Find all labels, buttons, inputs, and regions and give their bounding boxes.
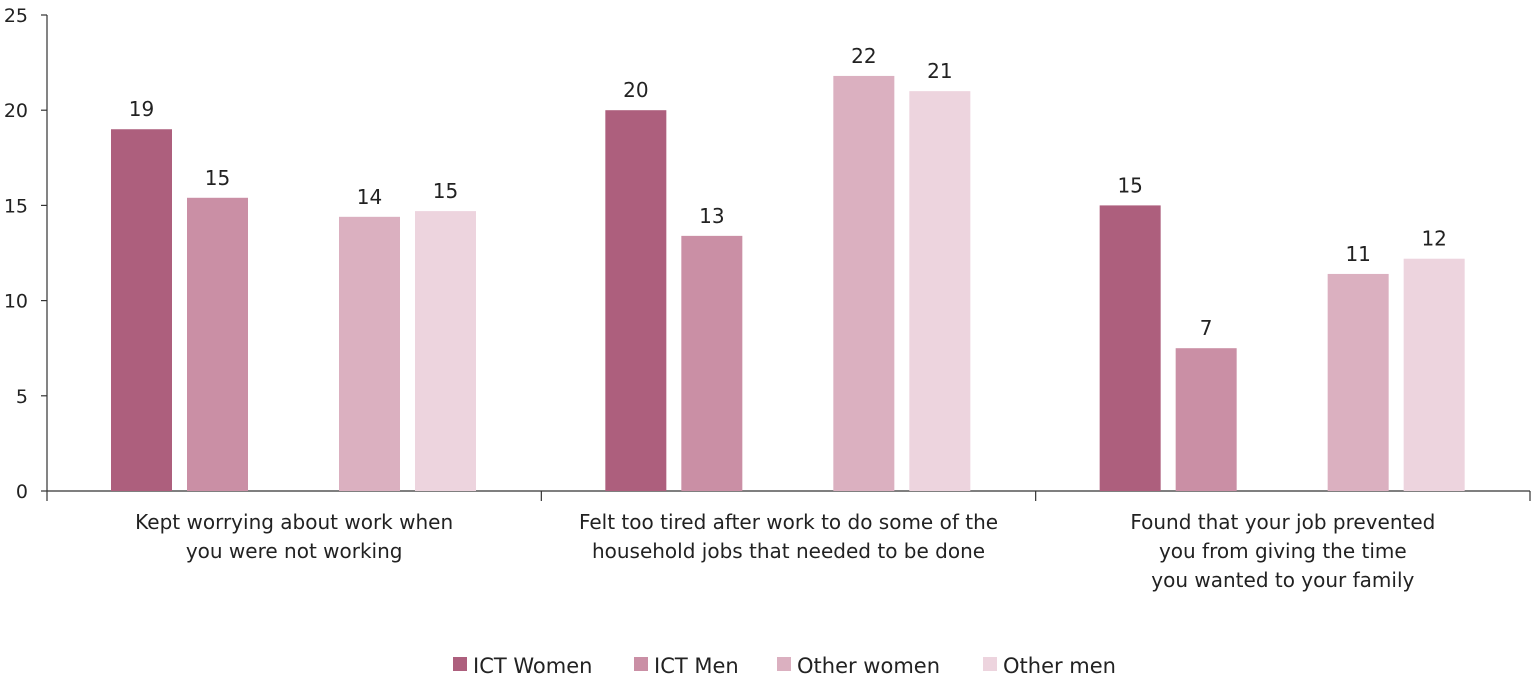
data-label: 11 bbox=[1345, 242, 1370, 266]
legend-swatch bbox=[453, 657, 467, 671]
category-label-line: household jobs that needed to be done bbox=[592, 539, 985, 563]
data-label: 12 bbox=[1421, 227, 1446, 251]
legend-swatch bbox=[634, 657, 648, 671]
bar bbox=[1175, 348, 1237, 491]
category-label: Felt too tired after work to do some of … bbox=[579, 510, 998, 563]
category-label-line: Kept worrying about work when bbox=[135, 510, 453, 534]
category-label-line: you wanted to your family bbox=[1151, 568, 1414, 592]
category-label-line: Found that your job prevented bbox=[1130, 510, 1435, 534]
bar bbox=[415, 211, 476, 491]
category-label: Found that your job prevented you from gi… bbox=[1130, 510, 1435, 592]
bars bbox=[111, 75, 1465, 492]
legend: ICT Women ICT Men Other women Other men bbox=[453, 654, 1116, 678]
category-labels: Kept worrying about work when you were no… bbox=[135, 510, 1435, 592]
y-tick-label: 10 bbox=[4, 291, 28, 313]
data-label: 15 bbox=[433, 179, 458, 203]
bar bbox=[605, 110, 667, 491]
data-label: 15 bbox=[1117, 173, 1142, 197]
y-tick-label: 0 bbox=[16, 481, 28, 503]
bar bbox=[1327, 273, 1389, 491]
data-label: 14 bbox=[357, 185, 382, 209]
data-label: 21 bbox=[927, 59, 952, 83]
bar bbox=[339, 216, 400, 491]
legend-swatch bbox=[983, 657, 997, 671]
bar bbox=[909, 91, 971, 491]
data-label: 7 bbox=[1200, 316, 1213, 340]
legend-label: Other women bbox=[797, 654, 940, 678]
data-label: 20 bbox=[623, 78, 648, 102]
data-labels: 19 20 15 15 13 7 14 22 11 15 21 12 bbox=[129, 44, 1447, 340]
y-tick-label: 15 bbox=[4, 195, 28, 217]
data-label: 22 bbox=[851, 44, 876, 68]
legend-label: ICT Women bbox=[473, 654, 592, 678]
bar bbox=[833, 75, 895, 491]
category-label-line: you from giving the time bbox=[1159, 539, 1407, 563]
y-tick-label: 25 bbox=[4, 5, 28, 27]
y-tick-label: 20 bbox=[4, 100, 28, 122]
bar bbox=[1403, 258, 1465, 491]
bar bbox=[187, 197, 248, 491]
data-label: 19 bbox=[129, 97, 154, 121]
category-label: Kept worrying about work when you were no… bbox=[135, 510, 453, 563]
bar bbox=[681, 235, 743, 491]
axes: 0 5 10 15 20 25 bbox=[4, 5, 1531, 503]
legend-label: ICT Men bbox=[654, 654, 739, 678]
data-label: 13 bbox=[699, 204, 724, 228]
legend-label: Other men bbox=[1003, 654, 1116, 678]
category-label-line: you were not working bbox=[186, 539, 403, 563]
bar bbox=[1099, 205, 1161, 491]
y-tick-label: 5 bbox=[16, 386, 28, 408]
legend-swatch bbox=[777, 657, 791, 671]
data-label: 15 bbox=[205, 166, 230, 190]
bar bbox=[111, 129, 172, 492]
category-label-line: Felt too tired after work to do some of … bbox=[579, 510, 998, 534]
